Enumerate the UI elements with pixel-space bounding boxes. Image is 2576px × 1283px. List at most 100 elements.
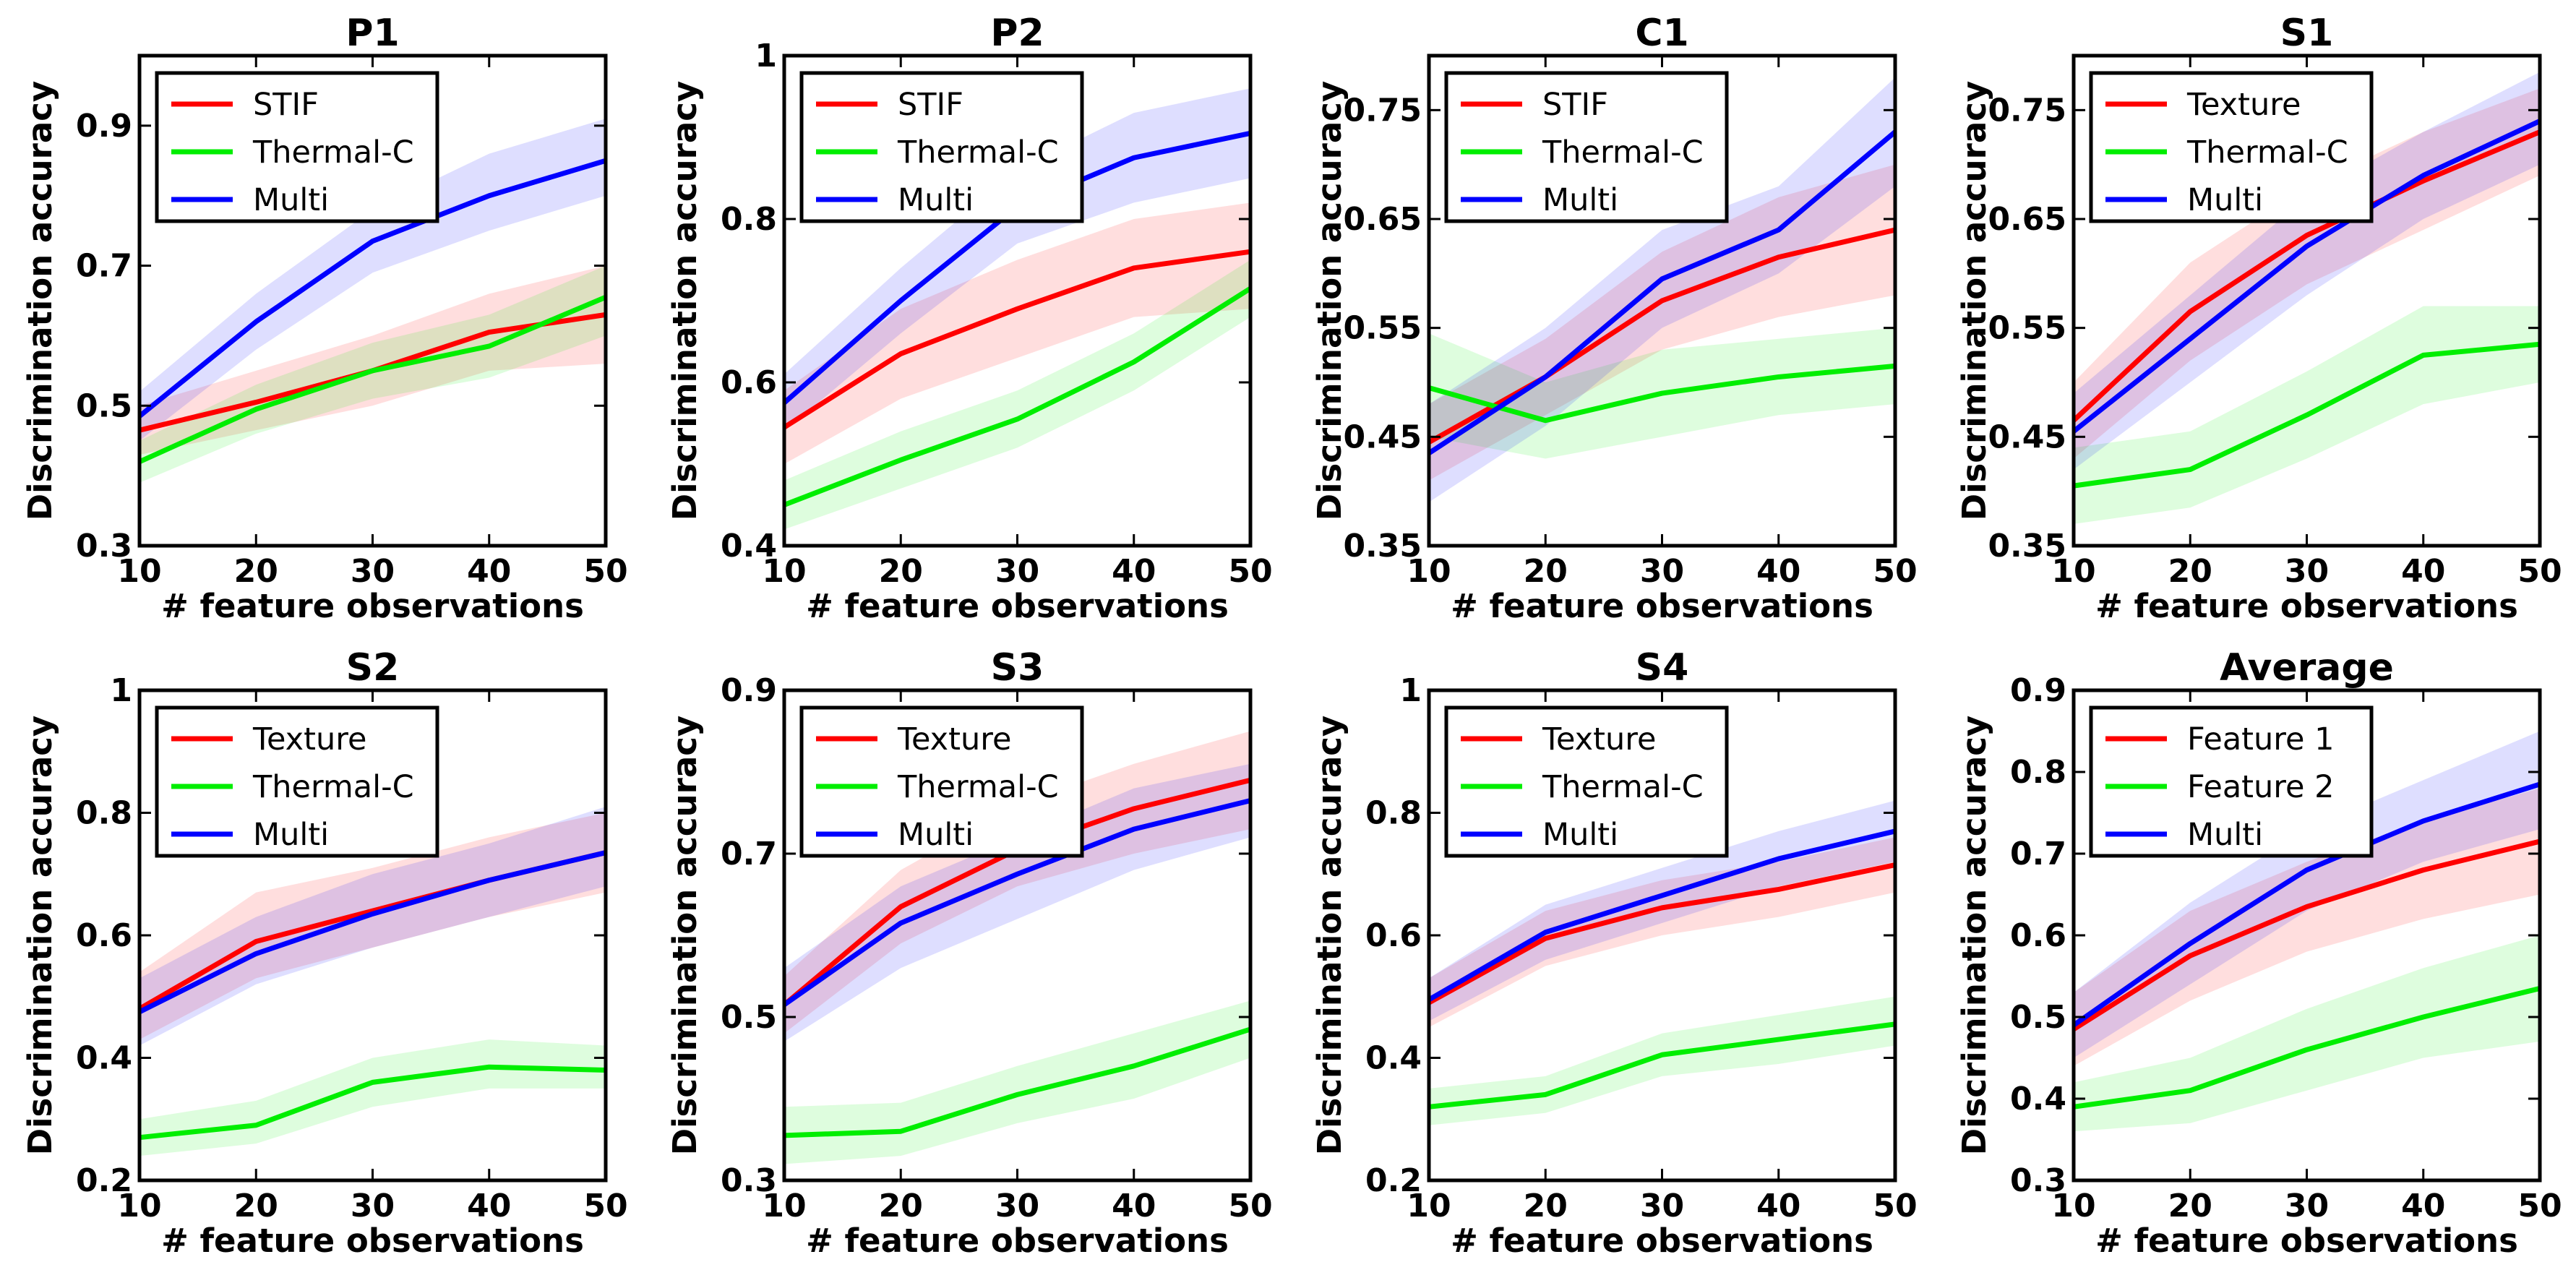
x-tick-label: 20 <box>1524 553 1568 590</box>
panel-s1: 10 20 30 40 50 0.35 0.45 0.55 0.65 0.75 S1 # featur… <box>1955 12 2562 625</box>
series-line-multi <box>1427 129 1897 455</box>
legend: Texture Thermal-C Multi <box>1444 705 1729 858</box>
legend-entry: Thermal-C <box>897 769 1059 805</box>
x-tick-label: 10 <box>1407 553 1451 590</box>
legend-entry: Texture <box>252 721 366 758</box>
y-tick-label: 0.3 <box>76 528 132 565</box>
x-tick-label: 50 <box>2517 553 2562 590</box>
legend-entry: Multi <box>898 817 974 853</box>
x-tick-label: 30 <box>2285 1188 2329 1224</box>
x-axis-label: # feature observations <box>806 587 1229 625</box>
x-tick-label: 50 <box>1228 553 1272 590</box>
x-axis-label: # feature observations <box>806 1222 1229 1260</box>
x-tick-label: 40 <box>1112 1188 1156 1224</box>
y-tick-label: 0.75 <box>1343 92 1422 129</box>
y-tick-label: 0.6 <box>76 917 132 954</box>
band-thermal-c <box>1429 996 1895 1125</box>
x-tick-label: 50 <box>1873 553 1917 590</box>
y-tick-label: 0.45 <box>1988 419 2066 455</box>
series-line-multi <box>2071 781 2541 1028</box>
legend-box <box>2089 71 2374 223</box>
panel-title: S3 <box>991 646 1044 690</box>
y-tick-label: 0.65 <box>1343 201 1422 238</box>
series-line-stif <box>1427 227 1896 445</box>
band-stif <box>1429 164 1895 481</box>
legend-entry: Multi <box>1542 817 1618 853</box>
x-tick-label: 30 <box>351 553 395 590</box>
x-tick-label: 20 <box>879 1188 923 1224</box>
band-multi <box>1429 800 1895 1021</box>
x-tick-label: 30 <box>351 1188 395 1224</box>
x-tick-label: 30 <box>995 1188 1039 1224</box>
y-tick-label: 0.6 <box>721 364 777 401</box>
x-tick-label: 30 <box>1640 553 1684 590</box>
y-tick-label: 0.35 <box>1988 528 2066 565</box>
panel-s3: 10 20 30 40 50 0.3 0.5 0.7 0.9 S3 # feature observ… <box>666 646 1273 1260</box>
x-tick-label: 10 <box>117 553 161 590</box>
y-axis-label: Discrimination accuracy <box>1955 716 1993 1155</box>
y-tick-label: 1 <box>1399 672 1422 709</box>
legend-box <box>155 705 439 858</box>
series-line-texture <box>2071 129 2541 423</box>
series-line-multi <box>782 798 1251 1007</box>
panel-title: S4 <box>1636 646 1689 690</box>
x-axis-label: # feature observations <box>2095 587 2518 625</box>
x-tick-label: 40 <box>2401 1188 2445 1224</box>
panel-p2: 10 20 30 40 50 0.4 0.6 0.8 1 P2 # feature observat… <box>666 12 1273 625</box>
legend: STIF Thermal-C Multi <box>799 71 1084 223</box>
series-line-thermal-c <box>783 1026 1252 1138</box>
band-thermal-c <box>139 265 606 483</box>
y-tick-label: 0.9 <box>2010 672 2066 709</box>
legend-entry: Feature 2 <box>2187 769 2335 805</box>
legend-entry: Thermal-C <box>1542 769 1704 805</box>
y-axis-label: Discrimination accuracy <box>1310 716 1349 1155</box>
legend-box <box>1444 705 1729 858</box>
x-tick-label: 50 <box>2517 1188 2562 1224</box>
legend-entry: STIF <box>898 87 963 123</box>
legend: Texture Thermal-C Multi <box>799 705 1084 858</box>
y-tick-label: 0.9 <box>721 672 777 709</box>
panel-p1: 10 20 30 40 50 0.3 0.5 0.7 0.9 P1 # feature observ… <box>21 12 628 625</box>
legend-entry: Thermal-C <box>1542 134 1704 171</box>
x-tick-label: 30 <box>2285 553 2329 590</box>
x-axis-label: # feature observations <box>161 1222 584 1260</box>
x-tick-label: 10 <box>1407 1188 1451 1224</box>
legend-entry: Thermal-C <box>252 134 414 171</box>
y-tick-label: 0.35 <box>1343 528 1422 565</box>
panel-title: P2 <box>990 12 1044 55</box>
band-texture <box>139 812 606 1040</box>
x-tick-label: 10 <box>762 1188 806 1224</box>
legend-entry: Thermal-C <box>2186 134 2348 171</box>
y-tick-label: 0.4 <box>1365 1040 1422 1077</box>
x-tick-label: 50 <box>583 1188 627 1224</box>
x-tick-label: 40 <box>1756 1188 1800 1224</box>
y-axis-label: Discrimination accuracy <box>666 716 704 1155</box>
panel-average: 10 20 30 40 50 0.3 0.4 0.5 0.6 0.7 0.8 0.9 Average # … <box>1955 646 2562 1260</box>
band-multi <box>2074 72 2540 470</box>
legend-entry: Multi <box>253 182 329 218</box>
band-multi <box>2074 731 2540 1058</box>
y-tick-label: 0.6 <box>1365 917 1422 954</box>
series-line-multi <box>1427 828 1896 1003</box>
legend-box <box>799 71 1084 223</box>
y-axis-label: Discrimination accuracy <box>1310 81 1349 520</box>
y-tick-label: 0.6 <box>2010 917 2066 954</box>
y-axis-label: Discrimination accuracy <box>1955 81 1993 520</box>
legend: STIF Thermal-C Multi <box>155 71 439 223</box>
y-tick-label: 0.8 <box>1365 795 1422 832</box>
legend-entry: Feature 1 <box>2187 721 2335 758</box>
series-line-feature-1 <box>2072 838 2541 1031</box>
y-tick-label: 0.5 <box>76 387 132 424</box>
x-tick-label: 50 <box>583 553 627 590</box>
y-tick-label: 0.4 <box>2010 1081 2066 1117</box>
y-tick-label: 0.3 <box>2010 1162 2066 1199</box>
x-tick-label: 30 <box>995 553 1039 590</box>
band-texture <box>1429 837 1895 1028</box>
legend-entry: STIF <box>253 87 319 123</box>
legend-entry: Multi <box>2187 817 2263 853</box>
x-tick-label: 40 <box>467 553 511 590</box>
x-tick-label: 50 <box>1228 1188 1272 1224</box>
series-line-stif <box>783 249 1251 430</box>
x-tick-label: 40 <box>1112 553 1156 590</box>
x-tick-label: 20 <box>234 1188 278 1224</box>
